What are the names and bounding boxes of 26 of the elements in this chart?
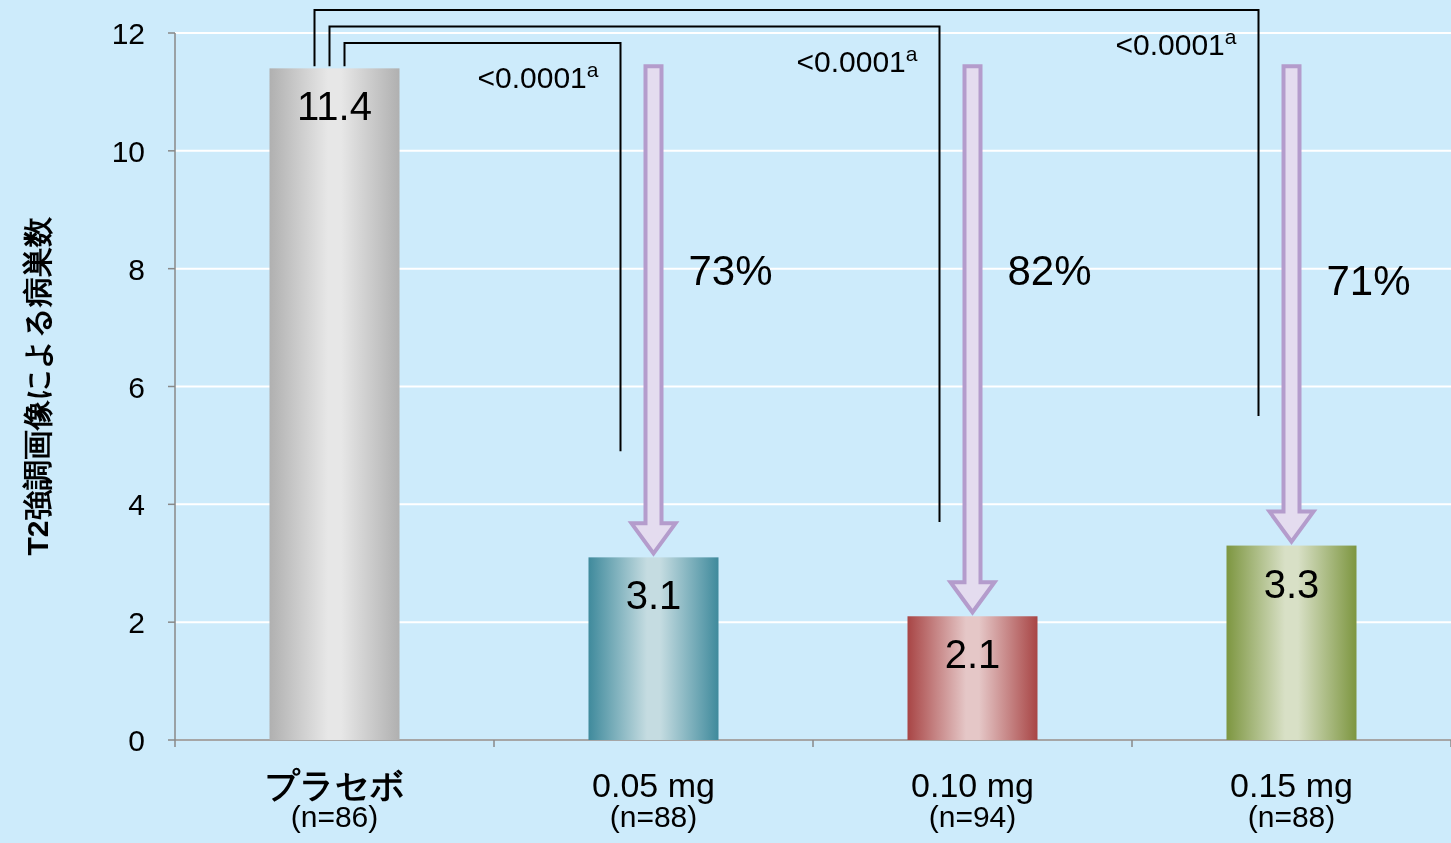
bar	[588, 557, 719, 740]
annotation: 73%	[688, 246, 773, 294]
y-tick-label: 10	[111, 134, 145, 168]
data-label: 11.4	[297, 84, 372, 129]
bar	[269, 68, 400, 740]
annotation: 82%	[1007, 246, 1092, 294]
annotation: <0.0001$^{a}$	[1115, 24, 1237, 61]
y-tick-label: 8	[128, 252, 145, 286]
bar	[907, 616, 1038, 740]
annotation: <0.0001$^{a}$	[796, 41, 918, 78]
annotation: <0.0001$^{a}$	[477, 57, 599, 94]
y-tick-label: 4	[128, 488, 145, 522]
y-tick-label: 2	[128, 606, 145, 640]
x-tick-label: 0.10 mg (n=94)	[911, 766, 1034, 833]
y-tick-label: 6	[128, 370, 145, 404]
y-tick-label: 0	[128, 724, 145, 757]
x-tick-label: 0.05 mg (n=88)	[592, 766, 715, 833]
data-label: 3.1	[625, 573, 682, 618]
data-label: 3.3	[1263, 561, 1320, 606]
annotation: 71%	[1326, 256, 1411, 304]
y-axis-title: T2強調画像による病巣数	[21, 216, 54, 556]
x-tick-label: プラセボ (n=86)	[264, 766, 405, 833]
x-tick-label: 0.15 mg (n=88)	[1230, 766, 1353, 833]
y-tick-label: 12	[111, 17, 145, 50]
bar	[1226, 545, 1357, 740]
data-label: 2.1	[944, 632, 1001, 677]
